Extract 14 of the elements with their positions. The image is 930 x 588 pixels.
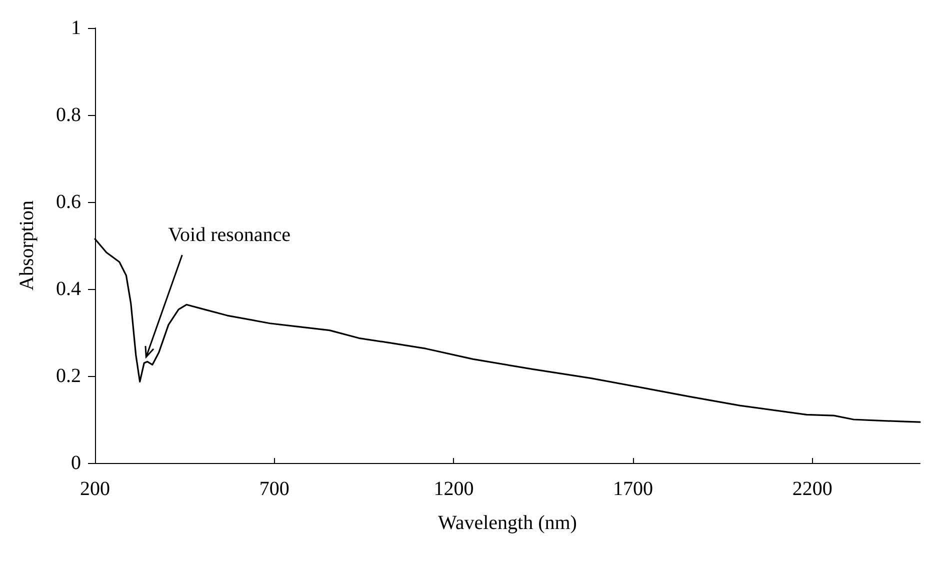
- annotation: Void resonance: [168, 224, 291, 246]
- y-axis-title: Absorption: [16, 200, 38, 290]
- y-tick-label: 0.8: [56, 104, 81, 126]
- x-axis-title: Wavelength (nm): [438, 512, 577, 534]
- x-tick-label: 1700: [613, 478, 654, 500]
- x-tick-label: 700: [259, 478, 290, 500]
- x-tick-label: 200: [80, 478, 110, 500]
- y-tick-label: 0.4: [56, 278, 81, 300]
- x-tick-label: 2200: [792, 478, 832, 500]
- y-tick-label: 1: [71, 17, 81, 39]
- x-tick-label: 1200: [434, 478, 474, 500]
- y-tick-label: 0.6: [56, 191, 81, 213]
- y-tick-label: 0: [71, 452, 81, 474]
- y-tick-label: 0.2: [56, 365, 81, 387]
